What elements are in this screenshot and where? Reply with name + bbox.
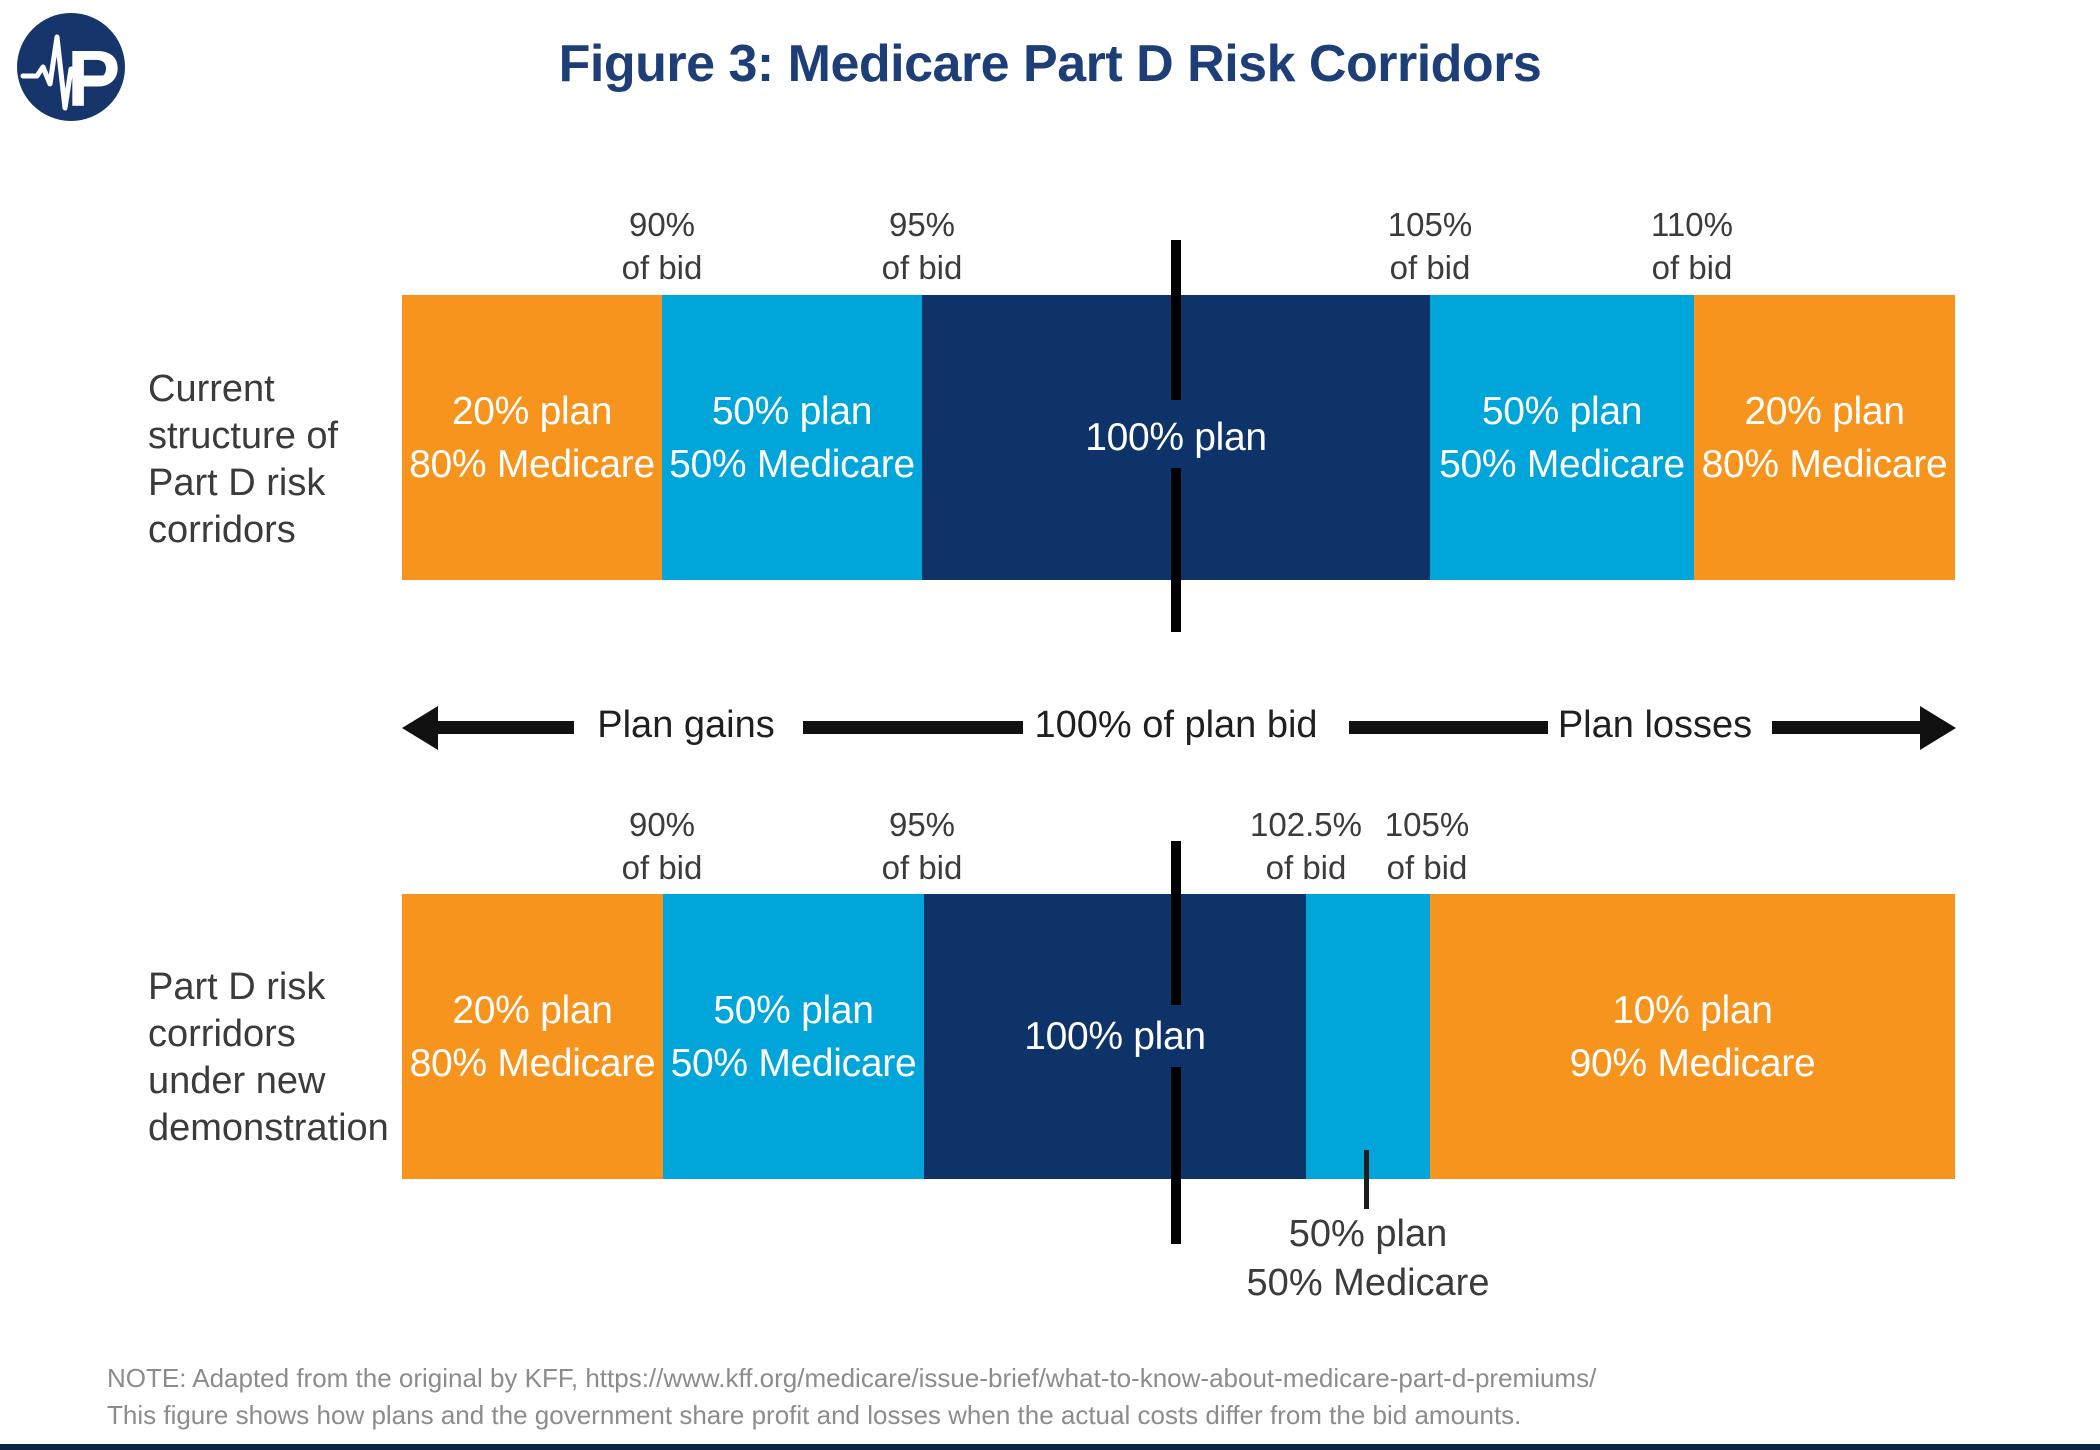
axis-plan-losses-label: Plan losses: [1557, 704, 1753, 746]
callout-label: 50% plan 50% Medicare: [1246, 1213, 1490, 1304]
risk-corridor-bar-current: 20% plan 80% Medicare 50% plan 50% Medic…: [402, 295, 1955, 580]
row-label-line: structure of: [148, 415, 339, 457]
axis-line: [803, 721, 1023, 734]
axis-line: [1349, 721, 1548, 734]
center-line-100pct: [1171, 841, 1181, 1005]
footer-bar: [0, 1444, 2100, 1450]
tick-label: 90% of bid: [621, 806, 703, 886]
axis-plan-gains-label: Plan gains: [597, 704, 775, 746]
bar-segment: [1306, 894, 1430, 1179]
arrow-left-icon: [402, 706, 438, 750]
tick-label: 95% of bid: [881, 806, 963, 886]
risk-corridor-bar-demo: 20% plan 80% Medicare 50% plan 50% Medic…: [402, 894, 1955, 1179]
axis-center-label: 100% of plan bid: [1034, 704, 1318, 746]
bar-segment: 20% plan 80% Medicare: [402, 295, 662, 580]
tick-label: 105% of bid: [1387, 206, 1473, 286]
svg-text:P: P: [67, 34, 120, 122]
bar-segment: 20% plan 80% Medicare: [402, 894, 663, 1179]
tick-label: 102.5% of bid: [1250, 806, 1362, 886]
arrow-right-icon: [1920, 706, 1956, 750]
row-label-line: corridors: [148, 1013, 296, 1055]
bar-segment: 50% plan 50% Medicare: [1430, 295, 1694, 580]
brand-logo-icon: P: [17, 13, 125, 122]
center-line-100pct: [1171, 1067, 1181, 1244]
axis-line: [1772, 721, 1920, 734]
row-label-line: Part D risk: [148, 462, 326, 504]
row-label-new-demonstration: Part D risk corridors under new demonstr…: [148, 964, 389, 1152]
tick-label: 90% of bid: [621, 206, 703, 286]
row-label-line: corridors: [148, 509, 296, 551]
bar-segment: 100% plan: [924, 894, 1306, 1179]
tick-label: 105% of bid: [1384, 806, 1470, 886]
bar-segment: 20% plan 80% Medicare: [1694, 295, 1955, 580]
callout-line: [1364, 1150, 1369, 1209]
row-label-line: under new: [148, 1060, 326, 1102]
tick-label: 110% of bid: [1651, 206, 1733, 286]
center-line-100pct: [1171, 240, 1181, 400]
row-label-line: Part D risk: [148, 966, 326, 1008]
center-line-100pct: [1171, 468, 1181, 632]
row-label-line: Current: [148, 368, 275, 410]
tick-label: 95% of bid: [881, 206, 963, 286]
figure-title: Figure 3: Medicare Part D Risk Corridors: [558, 35, 1542, 93]
row-label-current-structure: Current structure of Part D risk corrido…: [148, 366, 338, 554]
row-label-line: demonstration: [148, 1107, 389, 1149]
axis-line: [434, 721, 574, 734]
bar-segment: 10% plan 90% Medicare: [1430, 894, 1955, 1179]
bar-segment: 50% plan 50% Medicare: [662, 295, 922, 580]
bar-segment: 50% plan 50% Medicare: [663, 894, 924, 1179]
note-text: NOTE: Adapted from the original by KFF, …: [107, 1363, 1597, 1430]
